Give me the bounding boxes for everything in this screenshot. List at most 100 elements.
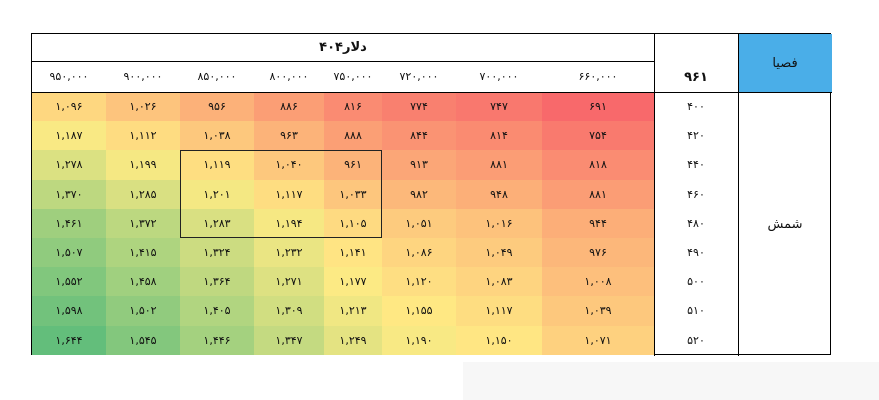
table-cell: ۹۴۸ [456,179,542,209]
table-cell: ۱,۵۵۲ [32,267,106,297]
table-cell: ۷۷۴ [382,92,456,122]
table-cell: ۸۸۱ [456,150,542,180]
table-cell: ۹۷۶ [542,238,654,268]
table-cell: ۱,۰۲۶ [106,92,180,122]
row-label: ۵۱۰ [687,304,705,318]
table-cell: ۱,۱۱۹ [180,150,254,180]
table-cell: ۸۸۸ [324,121,382,151]
table-cell: ۱,۳۰۹ [254,296,324,326]
row-label: ۴۰۰ [687,100,705,114]
row-label: ۴۴۰ [687,158,705,172]
table-cell: ۱,۱۷۷ [324,267,382,297]
table-cell: ۱,۱۲۰ [382,267,456,297]
table-cell: ۹۵۶ [180,92,254,122]
table-cell: ۱,۴۴۶ [180,325,254,355]
column-header: ۷۲۰,۰۰۰ [399,70,439,83]
table-cell: ۱,۴۱۵ [106,238,180,268]
table-cell: ۱,۲۸۵ [106,179,180,209]
column-header: ۸۰۰,۰۰۰ [269,70,309,83]
table-cell: ۱,۲۳۲ [254,238,324,268]
table-cell: ۱,۱۵۰ [456,325,542,355]
table-cell: ۱,۶۴۴ [32,325,106,355]
table-cell: ۸۸۱ [542,179,654,209]
table-cell: ۱,۲۴۹ [324,325,382,355]
row-label: ۴۹۰ [687,246,705,260]
table-cell: ۱,۰۴۹ [456,238,542,268]
table-cell: ۹۶۱ [324,150,382,180]
table-cell: ۱,۱۱۷ [456,296,542,326]
table-cell: ۱,۱۱۲ [106,121,180,151]
row-group-label: شمش [767,216,803,232]
table-cell: ۱,۰۵۱ [382,208,456,238]
table-cell: ۹۱۳ [382,150,456,180]
table-cell: ۹۴۴ [542,208,654,238]
column-header: ۷۵۰,۰۰۰ [333,70,373,83]
row-label: ۵۲۰ [687,333,705,347]
table-cell: ۱,۲۷۱ [254,267,324,297]
row-label: ۴۶۰ [687,187,705,201]
table-cell: ۷۵۴ [542,121,654,151]
table-cell: ۱,۱۰۵ [324,208,382,238]
table-cell: ۱,۰۴۰ [254,150,324,180]
table-cell: ۱,۰۷۱ [542,325,654,355]
table-cell: ۱,۳۷۲ [106,208,180,238]
table-cell: ۹۶۳ [254,121,324,151]
table-cell: ۸۱۴ [456,121,542,151]
table-cell: ۱,۳۶۴ [180,267,254,297]
footer-shade [463,362,879,400]
table-cell: ۱,۱۹۰ [382,325,456,355]
table-cell: ۱,۲۸۳ [180,208,254,238]
table-cell: ۱,۴۵۸ [106,267,180,297]
table-cell: ۷۴۷ [456,92,542,122]
sensitivity-table: دلار۴۰۴ ۹۶۱ فصیا شمش ۹۵۰,۰۰۰ ۹۰۰,۰۰۰ ۸۵۰,۰… [31,33,832,356]
column-group-title: دلار۴۰۴ [319,40,367,55]
column-header: ۸۵۰,۰۰۰ [197,70,237,83]
table-cell: ۱,۱۱۷ [254,179,324,209]
table-cell: ۱,۴۶۱ [32,208,106,238]
table-cell: ۱,۲۰۱ [180,179,254,209]
table-cell: ۱,۱۸۷ [32,121,106,151]
group-col-left-line [738,34,739,356]
table-cell: ۹۸۲ [382,179,456,209]
row-label: ۴۲۰ [687,129,705,143]
corner-label: فصیا [738,34,832,92]
column-header: ۹۵۰,۰۰۰ [49,70,89,83]
table-cell: ۱,۱۴۱ [324,238,382,268]
table-cell: ۱,۵۰۷ [32,238,106,268]
row-axis-header: ۹۶۱ [684,69,708,85]
table-cell: ۱,۴۰۵ [180,296,254,326]
table-cell: ۱,۱۹۴ [254,208,324,238]
row-axis-left-line [654,34,655,356]
table-cell: ۱,۰۸۳ [456,267,542,297]
table-cell: ۱,۳۷۰ [32,179,106,209]
table-cell: ۱,۲۷۸ [32,150,106,180]
row-label: ۵۰۰ [687,275,705,289]
row-label: ۴۸۰ [687,216,705,230]
corner-bottom-line [738,92,832,93]
table-cell: ۱,۰۸۶ [382,238,456,268]
header-divider [32,61,654,62]
table-cell: ۱,۵۹۸ [32,296,106,326]
column-header: ۶۶۰,۰۰۰ [578,70,618,83]
table-cell: ۱,۰۰۸ [542,267,654,297]
table-cell: ۸۱۸ [542,150,654,180]
table-cell: ۱,۰۳۸ [180,121,254,151]
table-cell: ۱,۲۱۳ [324,296,382,326]
table-cell: ۱,۵۴۵ [106,325,180,355]
table-cell: ۶۹۱ [542,92,654,122]
table-cell: ۱,۳۲۴ [180,238,254,268]
table-cell: ۸۴۴ [382,121,456,151]
table-cell: ۸۸۶ [254,92,324,122]
table-cell: ۱,۱۵۵ [382,296,456,326]
column-header: ۹۰۰,۰۰۰ [123,70,163,83]
table-cell: ۸۱۶ [324,92,382,122]
header-bottom-line [32,92,738,93]
table-cell: ۱,۵۰۲ [106,296,180,326]
table-cell: ۱,۳۴۷ [254,325,324,355]
table-cell: ۱,۱۹۹ [106,150,180,180]
table-cell: ۱,۰۹۶ [32,92,106,122]
column-header: ۷۰۰,۰۰۰ [479,70,519,83]
table-cell: ۱,۰۳۳ [324,179,382,209]
table-cell: ۱,۰۳۹ [542,296,654,326]
table-cell: ۱,۰۱۶ [456,208,542,238]
